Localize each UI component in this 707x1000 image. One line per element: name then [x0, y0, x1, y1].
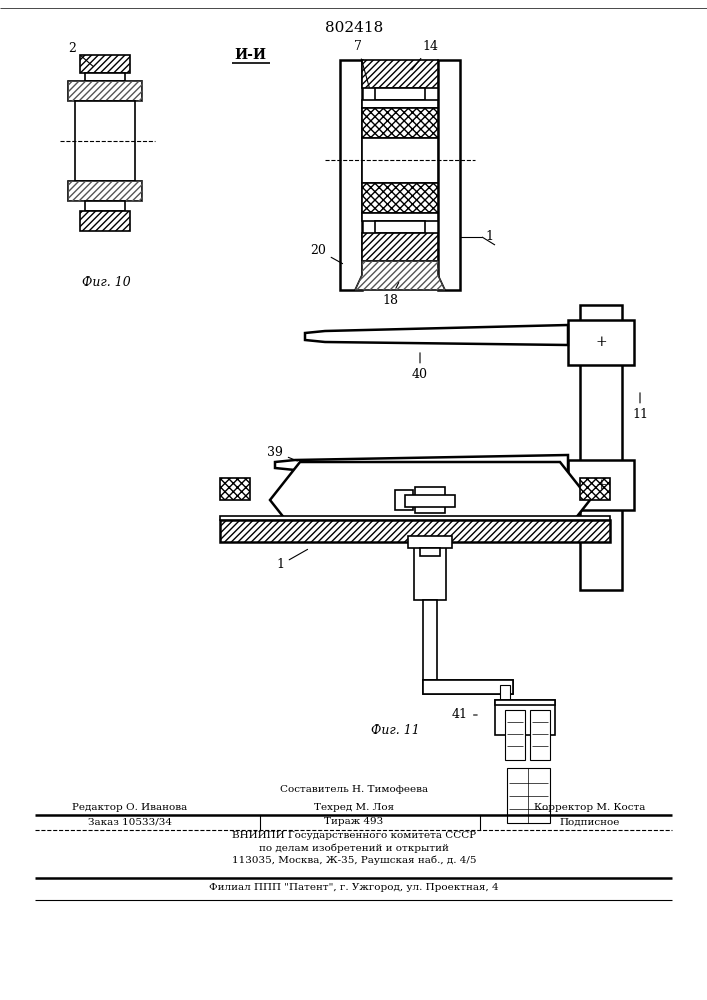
Bar	[85, 201, 125, 211]
Polygon shape	[355, 261, 445, 290]
Bar	[495, 700, 555, 705]
Bar	[362, 138, 438, 183]
Polygon shape	[275, 455, 568, 473]
Text: 113035, Москва, Ж-35, Раушская наб., д. 4/5: 113035, Москва, Ж-35, Раушская наб., д. …	[232, 855, 477, 865]
Bar	[362, 108, 438, 138]
Text: 40: 40	[412, 353, 428, 381]
Bar	[568, 320, 634, 365]
Text: по делам изобретений и открытий: по делам изобретений и открытий	[259, 843, 449, 853]
Text: 7: 7	[354, 40, 369, 87]
Text: Заказ 10533/34: Заказ 10533/34	[88, 818, 172, 826]
Text: Подписное: Подписное	[560, 818, 620, 826]
Bar	[375, 221, 425, 233]
Bar	[420, 548, 440, 556]
Text: Фиг. 10: Фиг. 10	[82, 275, 131, 288]
Bar	[68, 181, 142, 201]
Text: +: +	[595, 478, 607, 492]
Text: И-И: И-И	[234, 48, 266, 62]
Text: ВНИИПИ Государственного комитета СССР: ВНИИПИ Государственного комитета СССР	[232, 832, 476, 840]
Bar	[414, 540, 446, 600]
Text: 2: 2	[68, 41, 93, 66]
Text: Редактор О. Иванова: Редактор О. Иванова	[72, 804, 187, 812]
Polygon shape	[305, 325, 568, 345]
Bar	[505, 710, 525, 760]
Text: Техред М. Лоя: Техред М. Лоя	[314, 804, 394, 812]
Bar	[80, 211, 130, 231]
Bar	[408, 536, 452, 548]
Bar	[362, 183, 438, 213]
Bar	[68, 81, 142, 101]
Bar	[220, 478, 250, 500]
Bar	[580, 478, 610, 500]
Bar	[68, 181, 142, 201]
Bar	[438, 60, 460, 290]
Bar	[340, 60, 362, 290]
Text: 11: 11	[632, 393, 648, 422]
Bar	[405, 495, 455, 507]
Bar	[362, 60, 438, 88]
Bar	[395, 490, 413, 510]
Text: Фиг. 11: Фиг. 11	[370, 724, 419, 736]
Text: 1: 1	[485, 231, 493, 243]
Polygon shape	[270, 462, 590, 538]
Bar	[495, 700, 555, 735]
Bar	[423, 680, 513, 694]
Bar	[80, 55, 130, 73]
Bar	[362, 100, 438, 108]
Bar	[68, 81, 142, 101]
Text: 18: 18	[382, 282, 399, 306]
Bar	[85, 73, 125, 81]
Bar	[75, 101, 135, 181]
Bar	[580, 305, 622, 590]
Bar	[220, 516, 610, 520]
Text: Корректор М. Коста: Корректор М. Коста	[534, 804, 645, 812]
Text: 41: 41	[452, 708, 477, 722]
Bar	[375, 88, 425, 100]
Bar	[530, 710, 550, 760]
Text: 1: 1	[276, 549, 308, 572]
Text: 14: 14	[411, 40, 438, 70]
Text: 39: 39	[267, 446, 298, 461]
Text: 20: 20	[310, 243, 343, 264]
Bar	[362, 233, 438, 261]
Bar	[423, 600, 437, 680]
Bar	[500, 685, 510, 710]
Text: Составитель Н. Тимофеева: Составитель Н. Тимофеева	[280, 786, 428, 794]
Text: +: +	[595, 336, 607, 350]
Bar	[220, 520, 610, 542]
Text: Тираж 493: Тираж 493	[325, 818, 384, 826]
Bar	[507, 768, 550, 823]
Bar	[415, 487, 445, 513]
Polygon shape	[423, 680, 513, 694]
Text: Филиал ППП "Патент", г. Ужгород, ул. Проектная, 4: Филиал ППП "Патент", г. Ужгород, ул. Про…	[209, 884, 499, 892]
Bar	[362, 213, 438, 221]
Text: 802418: 802418	[325, 21, 383, 35]
Bar	[568, 460, 634, 510]
